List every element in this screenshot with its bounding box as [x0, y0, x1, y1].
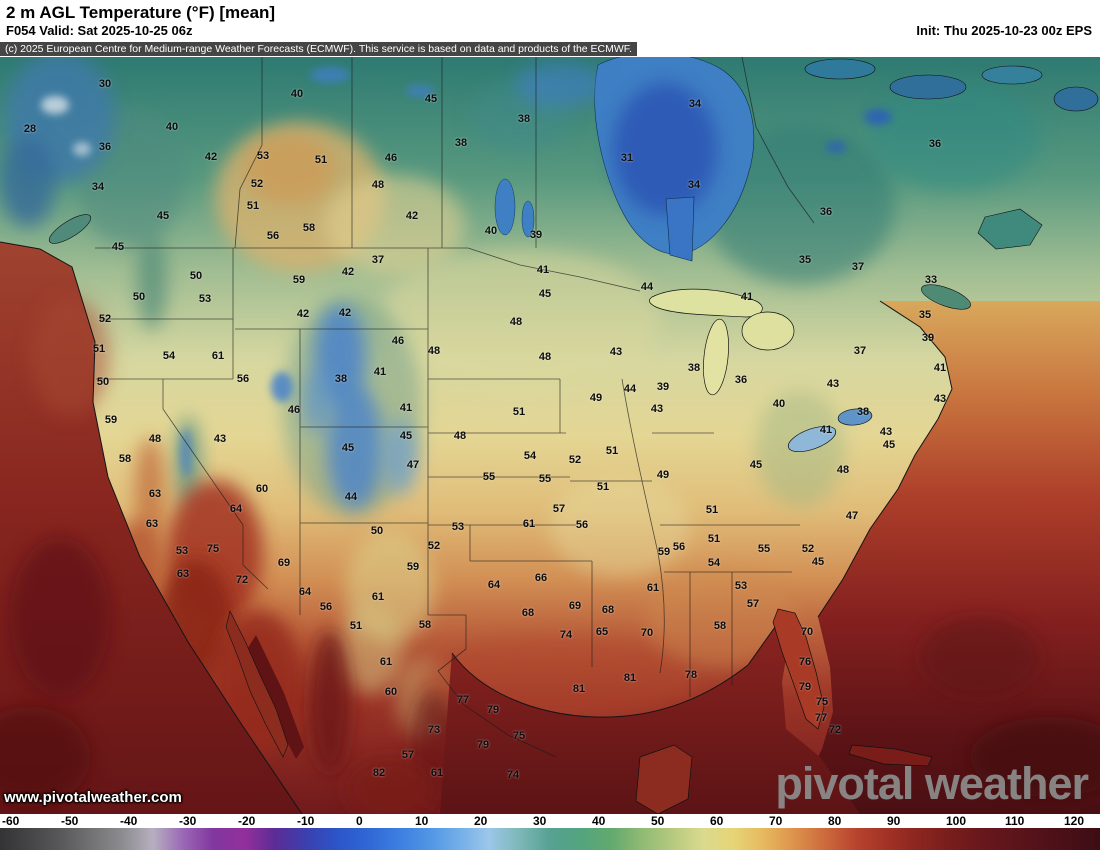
copyright-text: (c) 2025 European Centre for Medium-rang… [0, 42, 637, 56]
lake-ontario [837, 408, 873, 426]
colorbar-tick-label: 50 [651, 814, 665, 828]
colorbar-tick-label: 90 [887, 814, 901, 828]
colorbar-tick-label: -10 [297, 814, 315, 828]
colorbar-tick-label: -40 [120, 814, 138, 828]
colorbar-tick-label: -60 [2, 814, 20, 828]
baja-peninsula [225, 610, 289, 758]
political-borders [95, 57, 815, 758]
colorbar-tick-label: 70 [769, 814, 783, 828]
vancouver-island [48, 214, 92, 244]
colorbar-tick-label: -50 [61, 814, 79, 828]
yucatan-peninsula [635, 744, 693, 814]
coastlines [0, 241, 953, 814]
lake-erie [787, 425, 837, 453]
colorbar-tick-label: 110 [1005, 814, 1025, 828]
page-title: 2 m AGL Temperature (°F) [mean] [6, 3, 276, 22]
colorbar-tick-label: -30 [179, 814, 197, 828]
colorbar-tick-label: -20 [238, 814, 256, 828]
copyright-bar: (c) 2025 European Centre for Medium-rang… [0, 39, 1100, 56]
colorbar-tick-label: 80 [828, 814, 842, 828]
nova-scotia [921, 284, 971, 310]
colorbar-tick-label: 10 [415, 814, 429, 828]
lake-superior [649, 288, 763, 318]
colorbar-tick-label: 30 [533, 814, 547, 828]
islands-and-peninsulas [48, 208, 1043, 814]
map-header: 2 m AGL Temperature (°F) [mean] F054 Val… [0, 0, 1100, 57]
temperature-colorbar: -60 -50 -40 -30 -20 -10 0 10 20 30 40 50 60 70 80 90 100… [0, 814, 1100, 850]
hudson-bay-and-arctic-water [310, 57, 1099, 262]
great-lakes [649, 288, 873, 453]
oceans [0, 242, 1100, 814]
colorbar-tick-label: 60 [710, 814, 724, 828]
cuba-island [848, 744, 933, 767]
colorbar-gradient [0, 828, 1100, 850]
colorbar-tick-label: 0 [356, 814, 363, 828]
forecast-valid-text: F054 Valid: Sat 2025-10-25 06z [6, 23, 193, 38]
forecast-init-text: Init: Thu 2025-10-23 00z EPS [916, 23, 1092, 38]
colorbar-ticks: -60 -50 -40 -30 -20 -10 0 10 20 30 40 50 60 70 80 90 100… [0, 814, 1100, 828]
colorbar-tick-label: 20 [474, 814, 488, 828]
site-url-text: www.pivotalweather.com [4, 789, 182, 806]
lake-huron [741, 311, 795, 351]
lake-michigan [703, 318, 729, 396]
colorbar-tick-label: 120 [1064, 814, 1085, 828]
florida-peninsula [772, 608, 825, 730]
colorbar-tick-label: 40 [592, 814, 606, 828]
newfoundland-island [977, 208, 1043, 250]
terrain-temperature-overlays [0, 57, 1040, 814]
colorbar-tick-label: 100 [946, 814, 967, 828]
temperature-map[interactable]: pivotal weather www.pivotalweather.com [0, 57, 1100, 814]
gulf-of-california [246, 635, 304, 759]
map-svg [0, 57, 1100, 814]
